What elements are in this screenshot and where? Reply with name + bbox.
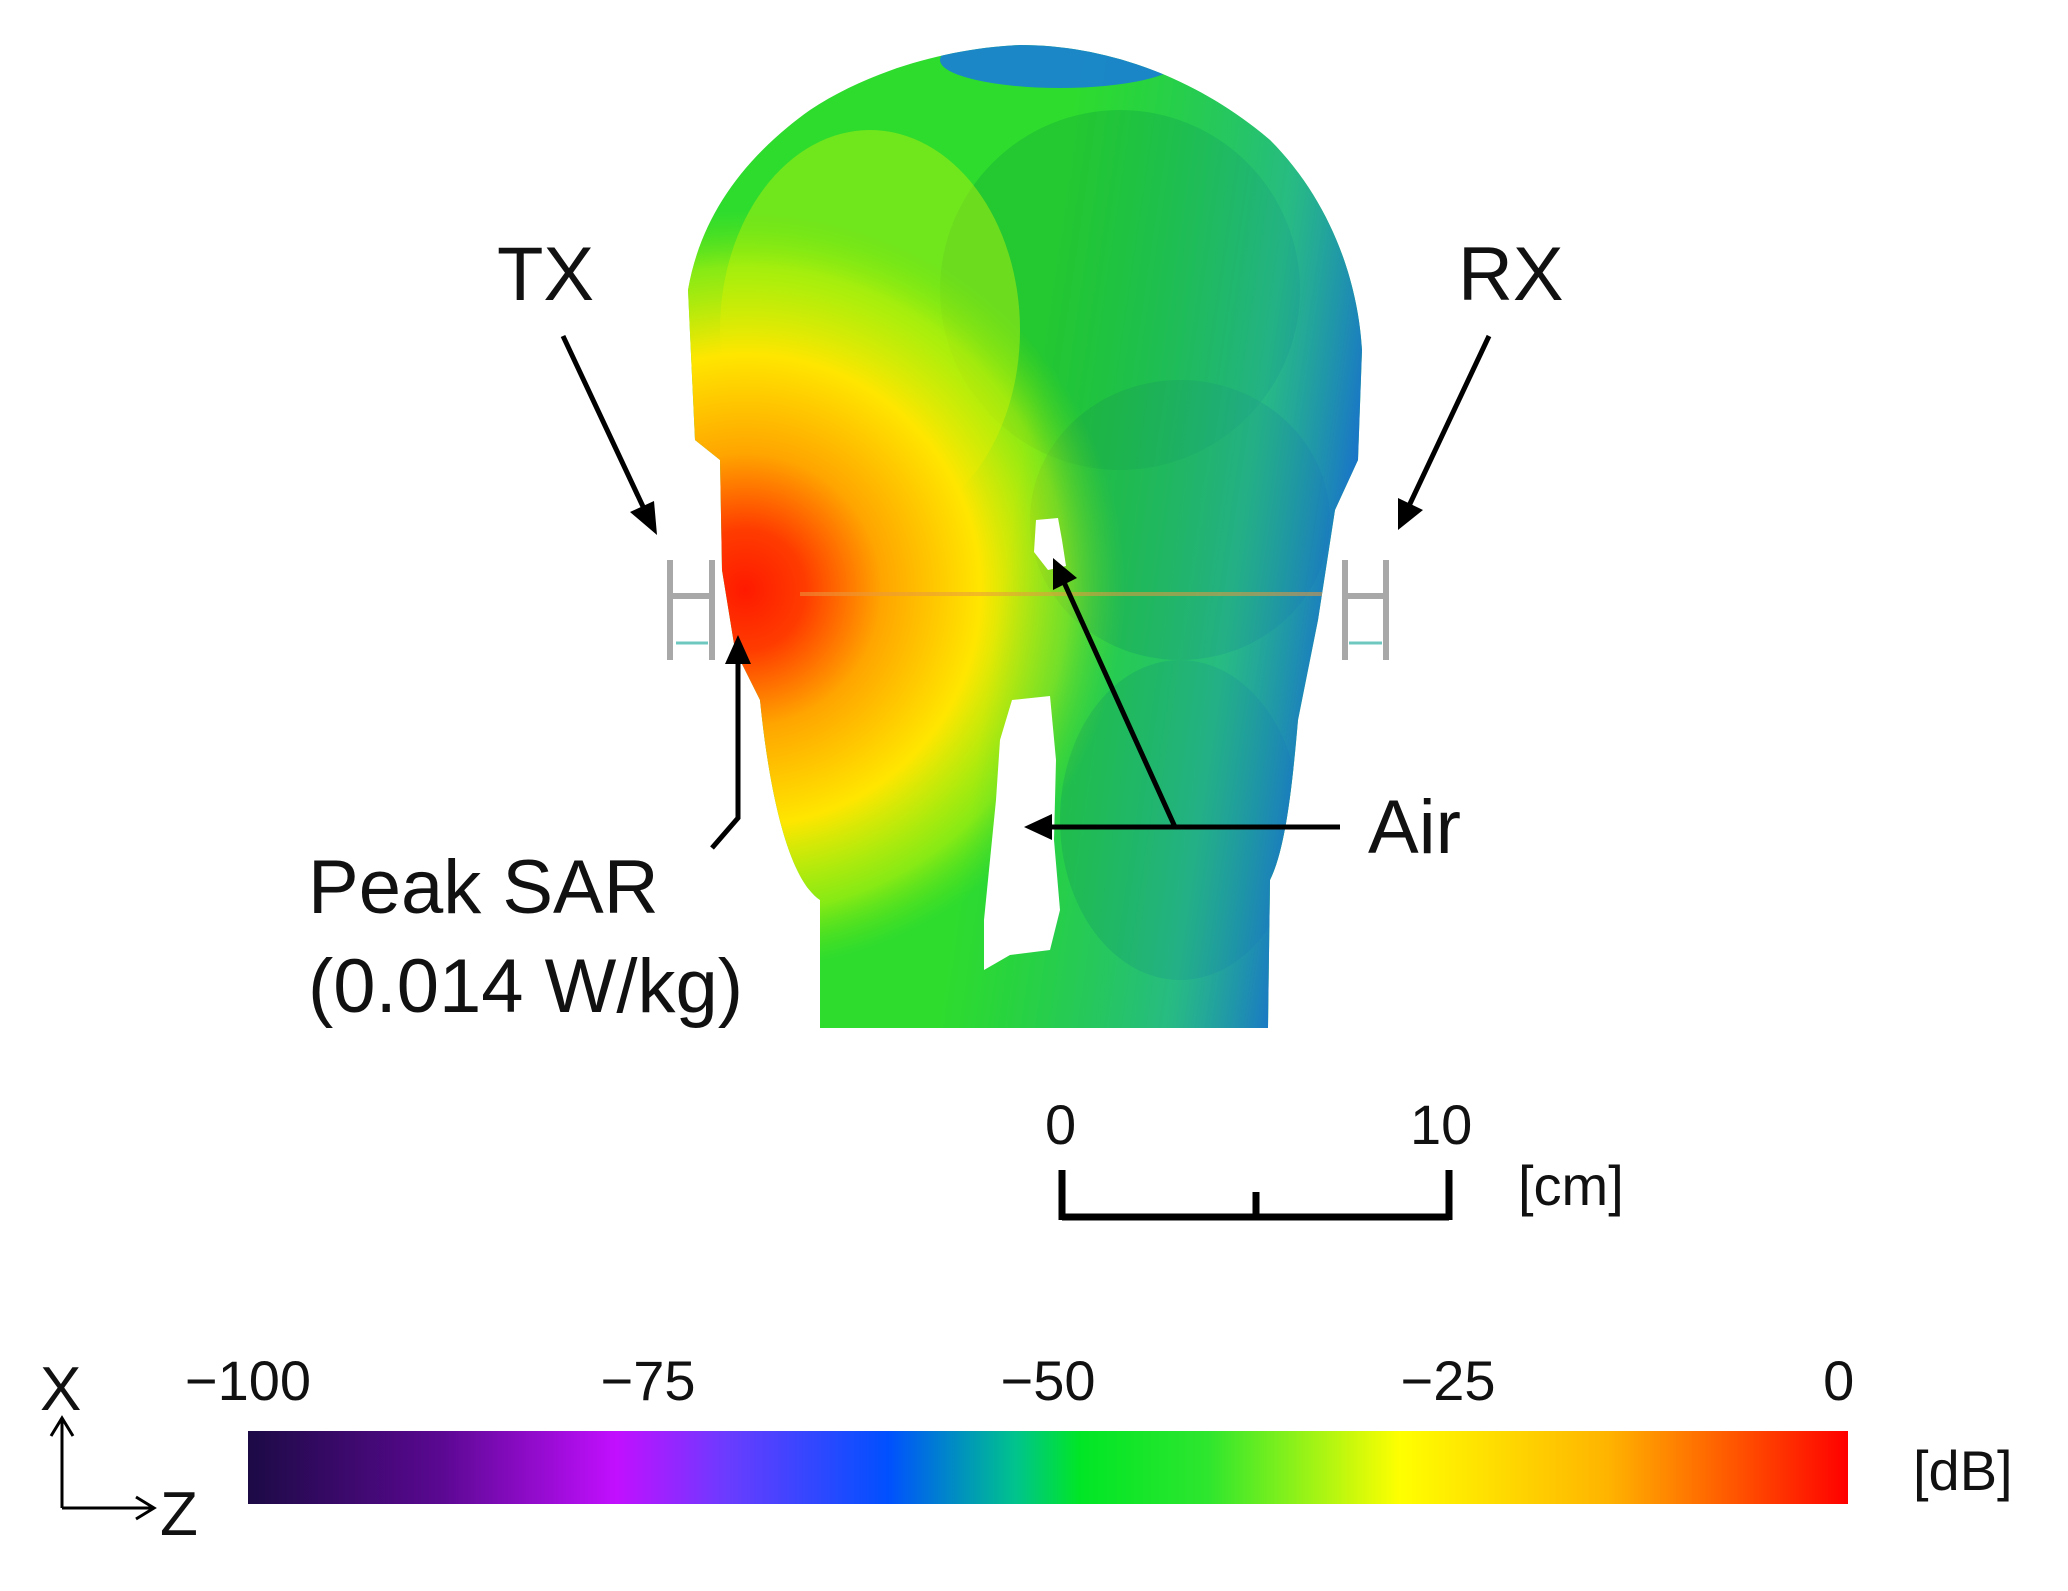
colorbar-tick-label: 0: [1823, 1349, 1855, 1412]
rx-antenna: [1342, 560, 1389, 660]
scale-bar: [1058, 1170, 1453, 1221]
head-cross-section: [688, 45, 1362, 1028]
rx-arrow: [1398, 334, 1492, 530]
rx-label: RX: [1458, 232, 1564, 317]
scale-bar-end-label: 10: [1410, 1093, 1473, 1156]
colorbar-tick-label: −100: [184, 1349, 312, 1412]
tx-antenna: [667, 560, 715, 660]
peak-sar-value: (0.014 W/kg): [308, 944, 744, 1029]
axes-indicator: [49, 1415, 157, 1521]
colorbar-tick-label: −50: [1000, 1349, 1096, 1412]
peak-sar-title: Peak SAR: [308, 845, 659, 930]
scale-bar-unit: [cm]: [1518, 1154, 1624, 1217]
scale-bar-start-label: 0: [1045, 1093, 1077, 1156]
colorbar-tick-label: −75: [600, 1349, 696, 1412]
air-arrows: [1024, 558, 1340, 840]
air-label: Air: [1368, 785, 1461, 870]
colorbar-unit: [dB]: [1913, 1439, 2013, 1502]
colorbar: [248, 1431, 1848, 1504]
peak-sar-arrow: [710, 635, 751, 850]
axis-z-label: Z: [160, 1480, 198, 1549]
colorbar-tick-label: −25: [1400, 1349, 1496, 1412]
tx-arrow: [560, 334, 657, 535]
axis-x-label: X: [40, 1355, 82, 1424]
tx-label: TX: [497, 232, 595, 317]
